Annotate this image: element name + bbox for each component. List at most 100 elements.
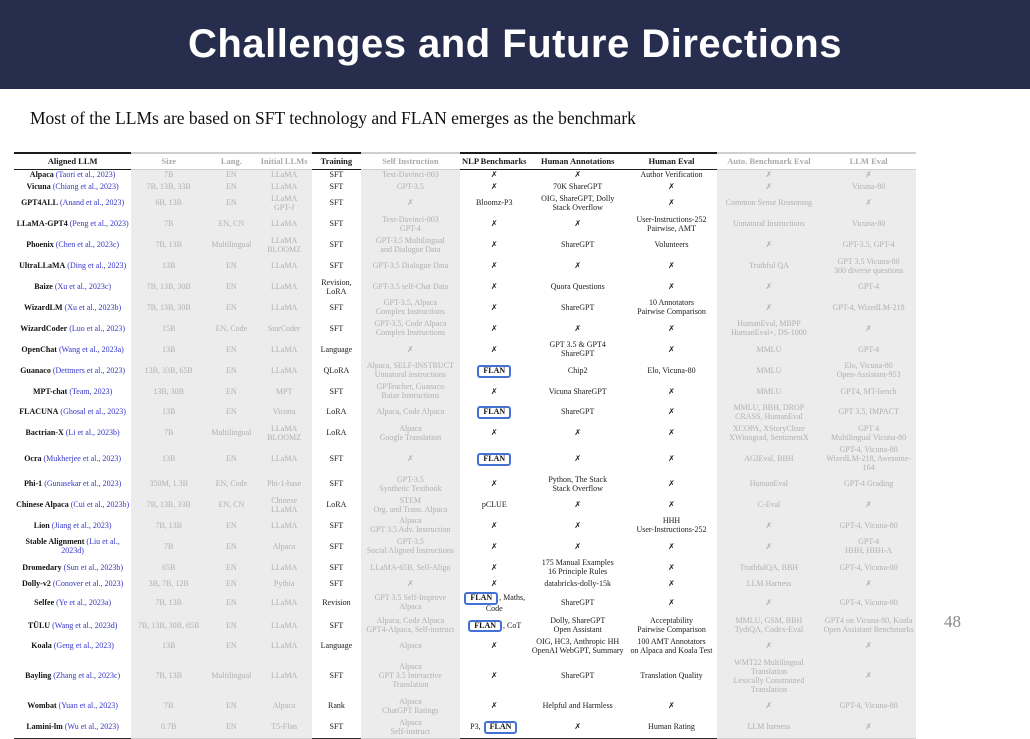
table-row: MPT-chat (Team, 2023) 13B, 30B EN MPT SFT GPT… (14, 381, 916, 403)
cell-size: 13B (131, 256, 207, 278)
cell-initial: MPT (256, 381, 312, 403)
cell-model: Selfee (Ye et al., 2023a) (14, 591, 131, 616)
cell-model: Vicuna (Chiang et al., 2023) (14, 181, 131, 193)
column-header-human_eval: Human Eval (626, 151, 717, 170)
cell-human_annotations: Chip2 (567, 365, 588, 375)
cell-lang: Multilingual (206, 423, 257, 445)
cell-lang: EN (206, 181, 257, 194)
cell-lang: EN (206, 615, 257, 637)
cell-auto_benchmark: ✗ (716, 181, 822, 194)
model-name: Wombat (27, 701, 57, 711)
cell-auto_benchmark: WMT22 Multilingual Translation Lexically… (716, 657, 822, 697)
cell-human_annotations: ✗ (574, 500, 582, 510)
cell-human_eval: ✗ (668, 261, 675, 271)
cell-nlp: ✗ (490, 282, 498, 292)
cell-llm_eval: ✗ (821, 495, 916, 516)
cell-human_annotations: 70K ShareGPT (553, 181, 603, 191)
cell-human_annotations: Vicuna ShareGPT (548, 386, 607, 396)
cell-initial: LLaMA (256, 636, 312, 658)
table-row: OpenChat (Wang et al., 2023a) 13B EN LLaMA L… (14, 339, 916, 361)
cell-auto_benchmark: HumanEval (716, 474, 822, 496)
cell-llm_eval: GPT-4 (821, 277, 916, 298)
cell-self_instruction: Alpaca (361, 636, 460, 658)
cell-model: Koala (Geng et al., 2023) (14, 636, 131, 657)
cell-lang: EN (206, 590, 257, 616)
cell-training: SFT (329, 261, 344, 271)
cell-human_annotations: ShareGPT (561, 302, 595, 312)
cell-nlp: ✗ (490, 541, 498, 551)
cell-auto_benchmark: ✗ (716, 235, 822, 257)
citation-link: (Wu et al., 2023) (62, 722, 119, 732)
model-name: Lamini-lm (26, 722, 63, 732)
cell-human_annotations: ✗ (574, 520, 582, 530)
cell-self_instruction: GPT 3.5 Self-Improve Alpaca (361, 590, 460, 616)
cell-human_eval: Translation Quality (640, 671, 703, 681)
table-row: UltraLLaMA (Ding et al., 2023) 13B EN LLaMA… (14, 256, 916, 278)
model-name: Phi-1 (23, 479, 43, 489)
model-name: FLACUNA (19, 407, 59, 417)
cell-self_instruction: GPT-3.5 Social Aligned Instructions (361, 536, 460, 558)
model-name: Chinese Alpaca (16, 500, 69, 510)
cell-model: Dolly-v2 (Conover et al., 2023) (14, 579, 131, 591)
cell-human_annotations: ShareGPT (561, 240, 595, 250)
cell-llm_eval: GPT-4, Vicuna-80 (821, 696, 916, 718)
cell-human_eval: Elo, Vicuna-80 (647, 365, 696, 375)
cell-size: 0.7B (131, 717, 207, 739)
cell-nlp: ✗ (490, 641, 498, 651)
cell-human_annotations: databricks-dolly-15k (544, 579, 612, 589)
column-header-model: Aligned LLM (14, 151, 132, 170)
citation-link: (Wang et al., 2023d) (50, 620, 118, 630)
cell-self_instruction: Alpaca Self-instruct (361, 717, 460, 739)
cell-size: 13B, 30B (131, 381, 207, 403)
cell-size: 7B, 13B, 30B (131, 277, 207, 298)
cell-nlp: Bloomz-P3 (476, 198, 513, 208)
cell-lang: EN (206, 515, 257, 537)
cell-lang: EN, Code (206, 318, 257, 340)
cell-human_annotations: 175 Manual Examples 16 Principle Rules (541, 558, 614, 577)
model-name: Dolly-v2 (21, 579, 51, 589)
cell-auto_benchmark: HumanEval, MBPP HumanEval+, DS-1000 (716, 318, 822, 340)
cell-human_eval: ✗ (668, 198, 675, 208)
cell-model: Phoenix (Chen et al., 2023c) (14, 235, 131, 256)
column-header-lang: Lang. (206, 151, 257, 170)
cell-human_eval: ✗ (668, 479, 675, 489)
slide-title: Challenges and Future Directions (188, 22, 842, 66)
cell-self_instruction: GPT-3.5 Multilingual and Dialogue Data (361, 235, 460, 257)
cell-lang: EN (206, 578, 257, 591)
model-name: Koala (31, 641, 52, 651)
cell-initial: Phi-1-base (256, 474, 312, 496)
cell-llm_eval: GPT-4 HHH, HHH-A (821, 536, 916, 558)
cell-initial: LLaMA (256, 557, 312, 579)
cell-initial: LLaMA (256, 444, 312, 475)
cell-model: Wombat (Yuan et al., 2023) (14, 696, 131, 717)
cell-human_eval: Author Verification (640, 170, 703, 180)
table-row: LLaMA-GPT4 (Peng et al., 2023) 7B EN, CN LL… (14, 214, 916, 236)
cell-initial: LLaMA (256, 590, 312, 616)
cell-initial: LLaMA (256, 181, 312, 194)
cell-llm_eval: GPT-4 (821, 339, 916, 361)
cell-training: SFT (329, 323, 344, 333)
cell-self_instruction: Text-Davinci-003 (361, 169, 460, 182)
cell-initial: LLaMA (256, 515, 312, 537)
cell-lang: EN (206, 444, 257, 475)
cell-human_annotations: ✗ (574, 428, 582, 438)
cell-llm_eval: GPT4, MT-bench (821, 381, 916, 403)
table-header-row: Aligned LLM Size Lang. Initial LLMs Training… (14, 151, 916, 170)
column-header-size: Size (131, 151, 207, 170)
cell-human_eval: ✗ (668, 323, 675, 333)
cell-human_eval: 10 Annotators Pairwise Comparison (637, 298, 706, 317)
cell-training: SFT (329, 302, 344, 312)
cell-auto_benchmark: Common Sense Reasoning (716, 193, 822, 215)
cell-llm_eval: GPT 3.5 Vicuna-80 300 diverse questions (821, 256, 916, 278)
cell-llm_eval: ✗ (821, 193, 916, 215)
cell-training: SFT (329, 219, 344, 229)
cell-model: Bayling (Zhang et al., 2023c) (14, 657, 131, 696)
cell-human_eval: ✗ (668, 344, 675, 354)
cell-size: 7B, 13B (131, 515, 207, 537)
cell-self_instruction: Alpaca, SELF-INSTRUCT Unnatural instruct… (361, 360, 460, 382)
cell-lang: EN (206, 717, 257, 739)
table-row: Koala (Geng et al., 2023) 13B EN LLaMA Langu… (14, 636, 916, 658)
table-row: Guanaco (Dettmers et al., 2023) 13B, 33B,… (14, 360, 916, 382)
citation-link: (Liu et al., 2023d) (61, 537, 120, 556)
cell-size: 7B, 13B, 33B (131, 495, 207, 516)
